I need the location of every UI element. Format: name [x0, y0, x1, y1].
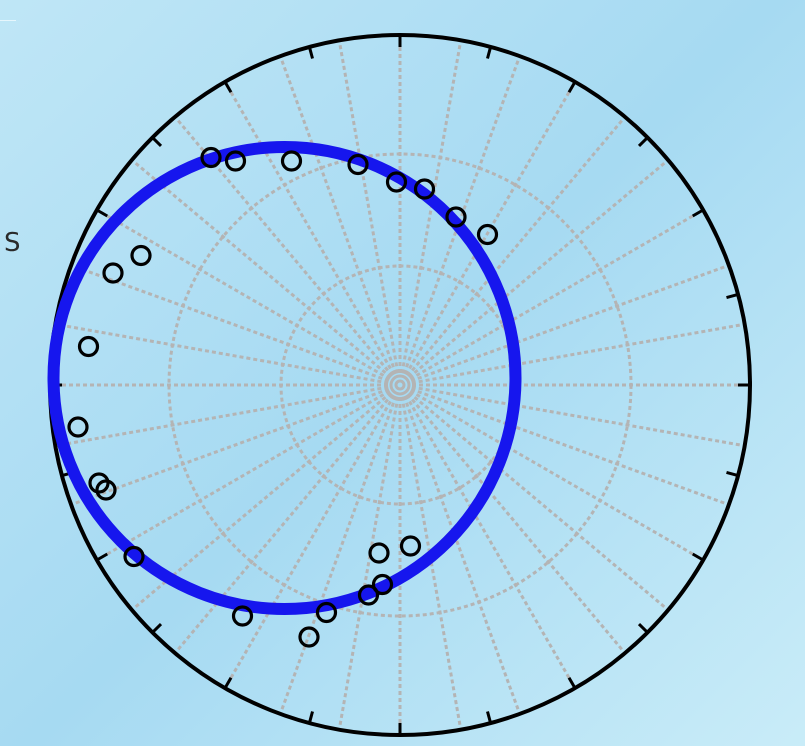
grid-spoke — [402, 395, 521, 713]
tick-mark — [151, 622, 163, 634]
grid-spoke — [224, 394, 396, 688]
data-point-13 — [88, 472, 110, 494]
data-point-12 — [67, 416, 89, 438]
tick-mark — [726, 292, 739, 299]
grid-spoke — [408, 160, 668, 379]
tick-mark — [307, 711, 314, 724]
center-marker — [384, 369, 416, 401]
grid-spoke — [406, 393, 625, 653]
tick-mark — [567, 676, 577, 689]
tick-mark — [691, 208, 704, 218]
grid-spoke — [409, 389, 703, 561]
grid-spoke — [175, 117, 394, 377]
data-point-11 — [77, 335, 100, 358]
tick-mark — [567, 81, 577, 94]
grid-spoke — [408, 391, 668, 610]
side-label: S — [4, 228, 21, 258]
data-point-19 — [357, 584, 380, 606]
tick-mark — [486, 46, 493, 59]
grid-spoke — [224, 82, 396, 376]
grid-spoke — [72, 264, 390, 383]
grid-spoke — [175, 393, 394, 653]
data-point-14 — [95, 479, 117, 501]
grid-spoke — [404, 82, 576, 376]
grid-spoke — [411, 323, 743, 385]
data-point-22 — [399, 535, 422, 557]
tick-mark — [726, 471, 739, 478]
data-point-9 — [130, 244, 152, 267]
grid-layer — [52, 37, 748, 733]
grid-spoke — [402, 57, 521, 375]
grid-spoke — [132, 160, 392, 379]
grid-spoke — [279, 395, 398, 713]
grid-spoke — [338, 396, 400, 728]
data-point-10 — [102, 262, 124, 284]
grid-spoke — [404, 394, 576, 688]
grid-spoke — [400, 396, 462, 728]
center-ring-1 — [394, 379, 406, 391]
data-point-7 — [445, 206, 467, 228]
grid-spoke — [57, 385, 389, 447]
data-point-20 — [371, 573, 394, 596]
tick-mark — [223, 81, 233, 94]
grid-spoke — [410, 264, 728, 383]
data-point-1 — [200, 146, 222, 169]
grid-spoke — [57, 323, 389, 385]
grid-spoke — [72, 387, 390, 506]
data-point-18 — [298, 626, 320, 648]
grid-spoke — [406, 117, 625, 377]
grid-spoke — [132, 391, 392, 610]
fitted-great-circle — [47, 141, 522, 615]
tick-mark — [691, 552, 704, 562]
data-point-2 — [224, 150, 247, 172]
grid-spoke — [411, 385, 743, 447]
data-point-8 — [476, 223, 499, 246]
data-point-3 — [280, 150, 303, 172]
data-point-17 — [315, 601, 338, 624]
data-point-5 — [385, 171, 408, 193]
tick-mark — [223, 676, 233, 689]
grid-spoke — [97, 209, 391, 381]
data-point-15 — [123, 545, 145, 568]
center-ring-2 — [389, 374, 411, 396]
tick-mark — [637, 136, 649, 148]
center-ring-3 — [384, 369, 416, 401]
data-point-6 — [413, 178, 436, 200]
grid-spoke — [97, 389, 391, 561]
figure-frame-edge — [0, 20, 16, 746]
tick-mark — [486, 711, 493, 724]
tick-mark — [637, 622, 649, 634]
tick-mark — [96, 552, 109, 562]
grid-spoke — [400, 42, 462, 374]
data-point-4 — [347, 153, 369, 176]
points-layer — [67, 146, 499, 648]
grid-spoke — [279, 57, 398, 375]
data-point-21 — [368, 542, 390, 564]
grid-spoke — [410, 387, 728, 506]
data-point-16 — [231, 605, 254, 627]
grid-spoke — [338, 42, 400, 374]
grid-spoke — [409, 209, 703, 381]
tick-mark — [307, 46, 314, 59]
tick-mark — [96, 208, 109, 218]
